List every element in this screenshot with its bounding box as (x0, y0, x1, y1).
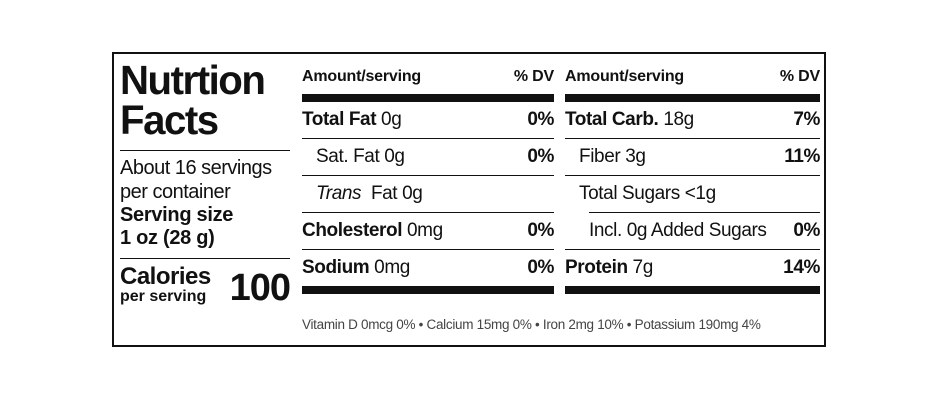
left-nutrient-table: Amount/serving % DV Total Fat 0g 0% Sat.… (302, 60, 554, 294)
divider (302, 249, 554, 250)
nutrient-amount: 3g (625, 146, 646, 167)
thick-divider (565, 94, 820, 102)
nutrient-name: Cholesterol (302, 220, 403, 241)
table-row: Cholesterol 0mg 0% (302, 213, 554, 249)
divider (120, 150, 290, 151)
table-row: Total Sugars <1g (565, 176, 820, 212)
nutrient-dv: 11% (784, 146, 820, 167)
divider (565, 138, 820, 139)
nutrient-amount: 7g (632, 257, 654, 278)
table-row: Total Carb. 18g 7% (565, 102, 820, 138)
header-dv: % DV (779, 68, 820, 85)
nutrient-dv: 0% (527, 146, 554, 167)
table-row: Trans Fat 0g (302, 176, 554, 212)
title-line-2: Facts (120, 97, 219, 143)
title-line-1: Nutrtion (120, 57, 266, 103)
nutrient-name: Total Carb. (565, 109, 659, 130)
vitamins-minerals-footer: Vitamin D 0mcg 0% • Calcium 15mg 0% • Ir… (302, 317, 761, 332)
nutrient-dv: 0% (527, 109, 554, 130)
divider (565, 175, 820, 176)
nutrient-dv: 0% (527, 257, 554, 278)
serving-size-value: 1 oz (28 g) (120, 227, 215, 249)
serving-size-label: Serving size (120, 204, 234, 226)
calories-value: 100 (229, 267, 291, 309)
table-row: Sodium 0mg 0% (302, 250, 554, 286)
divider (120, 258, 290, 259)
header-amount: Amount/serving (565, 68, 684, 85)
thick-divider (302, 94, 554, 102)
nutrient-name: Fiber (579, 146, 621, 167)
header-dv: % DV (513, 68, 554, 85)
nutrient-name: Sodium (302, 257, 370, 278)
nutrient-amount: 0mg (374, 257, 410, 278)
table-row: Incl. 0g Added Sugars 0% (565, 213, 820, 249)
calories-block: Calories per serving 100 (120, 259, 291, 309)
servings-line-2: per container (120, 181, 231, 203)
thick-divider (302, 286, 554, 294)
table-header: Amount/serving % DV (302, 60, 554, 94)
nutrient-amount: 0g (381, 109, 402, 130)
table-row: Total Fat 0g 0% (302, 102, 554, 138)
nutrient-amount: 0g (384, 146, 405, 167)
table-row: Protein 7g 14% (565, 250, 820, 286)
divider (302, 175, 554, 176)
servings-block: About 16 servings per container Serving … (120, 151, 290, 250)
thick-divider (565, 286, 820, 294)
divider (302, 138, 554, 139)
header-amount: Amount/serving (302, 68, 421, 85)
nutrient-dv: 0% (527, 220, 554, 241)
nutrition-facts-label: Nutrtion Facts About 16 servings per con… (112, 52, 826, 347)
divider (565, 249, 820, 250)
calories-label: Calories (120, 263, 211, 290)
table-row: Sat. Fat 0g 0% (302, 139, 554, 175)
nutrient-amount: 0mg (407, 220, 443, 241)
table-header: Amount/serving % DV (565, 60, 820, 94)
nutrient-dv: 0% (793, 220, 820, 241)
nutrient-dv: 7% (793, 109, 820, 130)
table-row: Fiber 3g 11% (565, 139, 820, 175)
divider (589, 212, 820, 213)
nutrient-name: Trans (316, 183, 362, 204)
nutrient-dv: 14% (783, 257, 820, 278)
divider (302, 212, 554, 213)
nutrient-amount: <1g (684, 183, 716, 204)
calories-sub: per serving (120, 288, 207, 305)
nutrient-amount: 18g (663, 109, 694, 130)
servings-line-1: About 16 servings (120, 157, 272, 179)
nutrient-name: Sat. Fat (316, 146, 380, 167)
title-column: Nutrtion Facts About 16 servings per con… (120, 57, 291, 309)
right-nutrient-table: Amount/serving % DV Total Carb. 18g 7% F… (565, 60, 820, 294)
nutrient-name: Total Fat (302, 109, 377, 130)
nutrient-name: Protein (565, 257, 628, 278)
nutrient-name: Total Sugars (579, 183, 680, 204)
nutrient-amount: Fat 0g (370, 183, 423, 204)
nutrient-name: Incl. (589, 220, 622, 241)
nutrient-amount: 0g Added Sugars (626, 220, 767, 241)
